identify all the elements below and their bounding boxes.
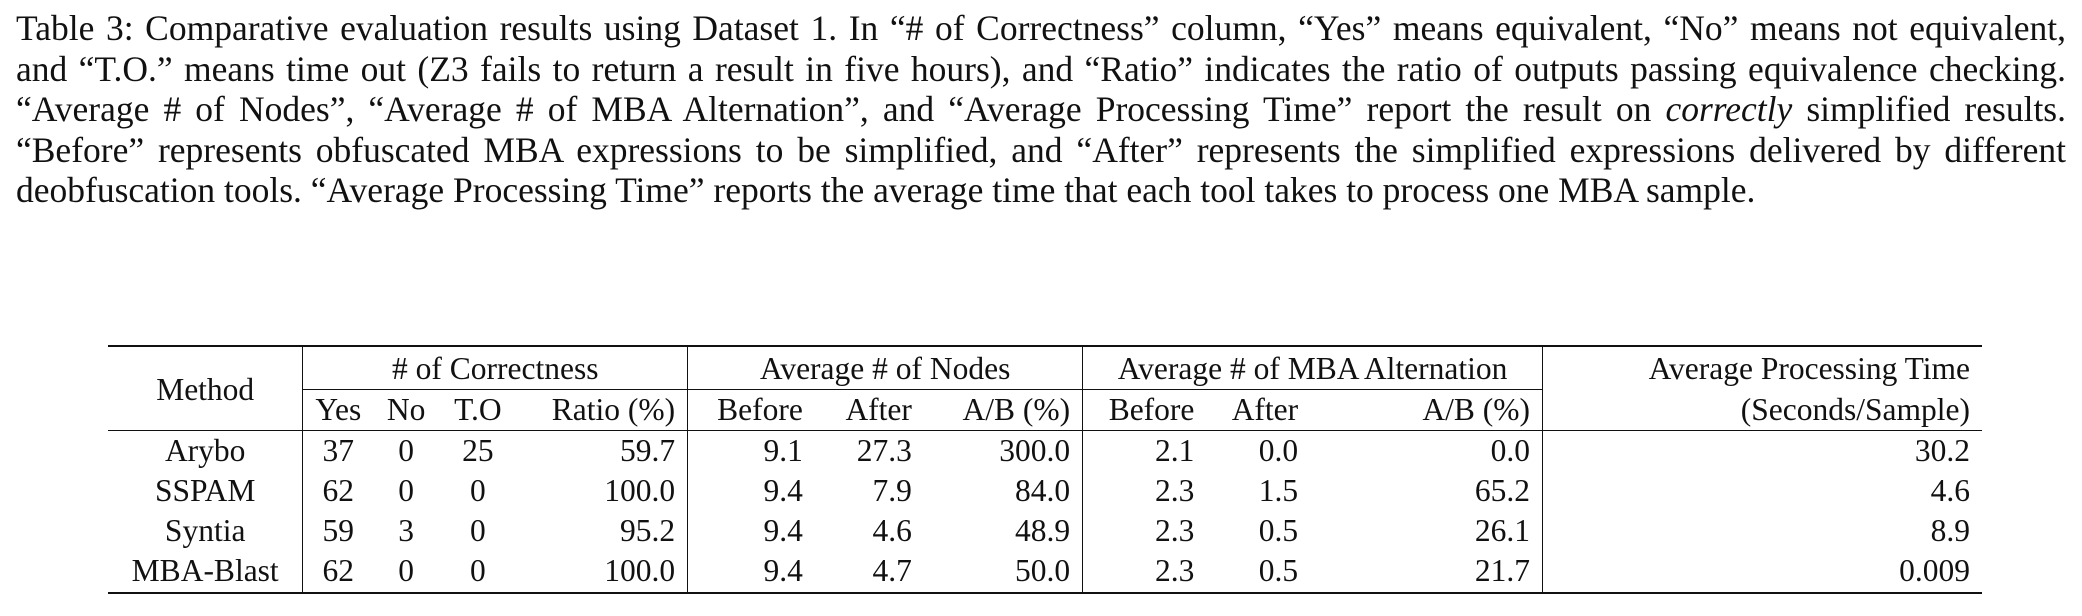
header-group-nodes: Average # of Nodes: [688, 346, 1083, 390]
cell-method: SSPAM: [108, 471, 303, 511]
table-header: Method # of Correctness Average # of Nod…: [108, 346, 1982, 431]
table-row: SSPAM 62 0 0 100.0 9.4 7.9 84.0 2.3 1.5 …: [108, 471, 1982, 511]
cell-nodes-before: 9.1: [688, 431, 815, 472]
header-ratio: Ratio (%): [517, 390, 688, 431]
cell-nodes-before: 9.4: [688, 471, 815, 511]
cell-alt-ab: 0.0: [1310, 431, 1542, 472]
cell-alt-before: 2.1: [1083, 431, 1207, 472]
cell-time: 30.2: [1542, 431, 1982, 472]
cell-to: 0: [439, 471, 517, 511]
cell-ratio: 95.2: [517, 511, 688, 551]
header-nodes-after: After: [815, 390, 924, 431]
header-group-time-line2: (Seconds/Sample): [1542, 390, 1982, 431]
cell-alt-after: 0.5: [1206, 551, 1310, 593]
cell-nodes-ab: 84.0: [924, 471, 1083, 511]
cell-alt-after: 1.5: [1206, 471, 1310, 511]
header-nodes-before: Before: [688, 390, 815, 431]
cell-alt-after: 0.5: [1206, 511, 1310, 551]
header-alt-before: Before: [1083, 390, 1207, 431]
table-row: Arybo 37 0 25 59.7 9.1 27.3 300.0 2.1 0.…: [108, 431, 1982, 472]
cell-time: 4.6: [1542, 471, 1982, 511]
cell-alt-before: 2.3: [1083, 471, 1207, 511]
cell-nodes-ab: 50.0: [924, 551, 1083, 593]
cell-alt-before: 2.3: [1083, 551, 1207, 593]
table-row: Syntia 59 3 0 95.2 9.4 4.6 48.9 2.3 0.5 …: [108, 511, 1982, 551]
cell-method: Syntia: [108, 511, 303, 551]
header-group-correctness: # of Correctness: [303, 346, 688, 390]
cell-alt-after: 0.0: [1206, 431, 1310, 472]
cell-nodes-ab: 48.9: [924, 511, 1083, 551]
table-body: Arybo 37 0 25 59.7 9.1 27.3 300.0 2.1 0.…: [108, 431, 1982, 594]
cell-alt-ab: 26.1: [1310, 511, 1542, 551]
cell-no: 0: [373, 551, 439, 593]
caption-label: Table 3:: [16, 8, 134, 48]
header-no: No: [373, 390, 439, 431]
cell-to: 0: [439, 511, 517, 551]
cell-nodes-after: 4.7: [815, 551, 924, 593]
header-nodes-ab: A/B (%): [924, 390, 1083, 431]
cell-nodes-before: 9.4: [688, 511, 815, 551]
cell-nodes-after: 27.3: [815, 431, 924, 472]
cell-alt-before: 2.3: [1083, 511, 1207, 551]
cell-to: 25: [439, 431, 517, 472]
cell-method: MBA-Blast: [108, 551, 303, 593]
cell-nodes-before: 9.4: [688, 551, 815, 593]
cell-alt-ab: 65.2: [1310, 471, 1542, 511]
header-group-time-line1: Average Processing Time: [1542, 346, 1982, 390]
results-table: Method # of Correctness Average # of Nod…: [108, 345, 1982, 594]
header-to: T.O: [439, 390, 517, 431]
cell-ratio: 100.0: [517, 551, 688, 593]
header-yes: Yes: [303, 390, 373, 431]
table-row: MBA-Blast 62 0 0 100.0 9.4 4.7 50.0 2.3 …: [108, 551, 1982, 593]
cell-method: Arybo: [108, 431, 303, 472]
header-group-alternation: Average # of MBA Alternation: [1083, 346, 1543, 390]
table-caption: Table 3: Comparative evaluation results …: [16, 8, 2066, 211]
cell-no: 0: [373, 471, 439, 511]
cell-nodes-after: 4.6: [815, 511, 924, 551]
cell-ratio: 100.0: [517, 471, 688, 511]
caption-italic-word: correctly: [1665, 89, 1792, 129]
cell-time: 8.9: [1542, 511, 1982, 551]
cell-time: 0.009: [1542, 551, 1982, 593]
cell-ratio: 59.7: [517, 431, 688, 472]
cell-no: 3: [373, 511, 439, 551]
cell-nodes-after: 7.9: [815, 471, 924, 511]
cell-yes: 62: [303, 471, 373, 511]
cell-yes: 62: [303, 551, 373, 593]
cell-yes: 59: [303, 511, 373, 551]
header-alt-ab: A/B (%): [1310, 390, 1542, 431]
cell-nodes-ab: 300.0: [924, 431, 1083, 472]
cell-alt-ab: 21.7: [1310, 551, 1542, 593]
cell-no: 0: [373, 431, 439, 472]
header-method: Method: [108, 346, 303, 431]
cell-to: 0: [439, 551, 517, 593]
cell-yes: 37: [303, 431, 373, 472]
header-alt-after: After: [1206, 390, 1310, 431]
